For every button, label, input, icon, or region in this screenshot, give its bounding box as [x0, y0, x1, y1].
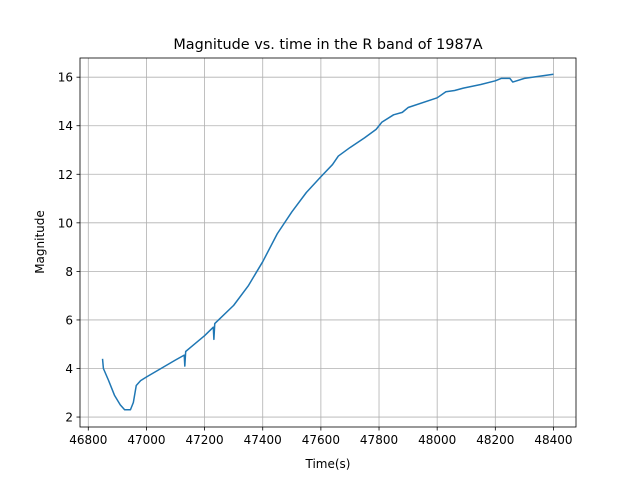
plot-layer: 46800 47000 47200 47400 47600 47800 48000 48200…: [58, 58, 576, 447]
y-tick-label: 14: [58, 119, 73, 133]
y-tick-label: 2: [65, 411, 73, 425]
x-tick-label: 47200: [185, 433, 223, 447]
y-tick-label: 6: [65, 313, 73, 327]
data-line: [101, 73, 554, 411]
x-tick-label: 47800: [360, 433, 398, 447]
y-tick-label: 10: [58, 216, 73, 230]
x-tick-label: 48400: [534, 433, 572, 447]
x-tick-label: 48000: [418, 433, 456, 447]
x-tick-label: 47400: [244, 433, 282, 447]
x-tick-label: 47600: [302, 433, 340, 447]
y-tick-label: 16: [58, 71, 73, 85]
y-tick-label: 12: [58, 168, 73, 182]
y-tick-label: 4: [65, 362, 73, 376]
x-axis-label: Time(s): [305, 457, 351, 471]
x-tick-label: 46800: [69, 433, 107, 447]
chart-title: Magnitude vs. time in the R band of 1987…: [173, 37, 482, 53]
axes-frame: [79, 57, 577, 428]
y-axis-label: Magnitude: [33, 210, 47, 274]
x-tick-label: 47000: [127, 433, 165, 447]
y-tick-label: 8: [65, 265, 73, 279]
x-tick-label: 48200: [476, 433, 514, 447]
